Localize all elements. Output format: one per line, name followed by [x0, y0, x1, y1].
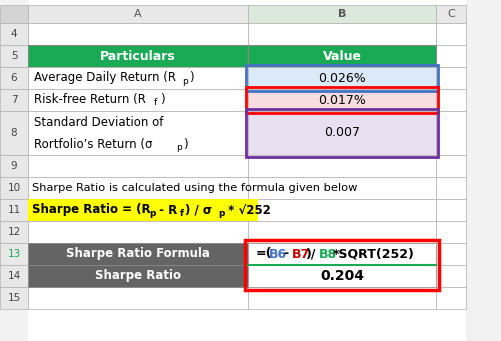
Text: B: B: [337, 9, 346, 19]
Text: Average Daily Return (R: Average Daily Return (R: [34, 72, 176, 85]
Text: Sharpe Ratio = (R: Sharpe Ratio = (R: [32, 204, 150, 217]
Text: 9: 9: [11, 161, 17, 171]
Text: 7: 7: [11, 95, 17, 105]
Text: ): ): [183, 137, 187, 150]
Text: 8: 8: [11, 128, 17, 138]
Text: 13: 13: [8, 249, 21, 259]
Text: Sharpe Ratio Formula: Sharpe Ratio Formula: [66, 248, 209, 261]
Text: 11: 11: [8, 205, 21, 215]
Text: 0.017%: 0.017%: [318, 93, 365, 106]
Text: p: p: [182, 76, 187, 86]
Text: B6: B6: [269, 248, 287, 261]
Text: p: p: [176, 143, 181, 151]
Text: 5: 5: [11, 51, 17, 61]
Text: B8: B8: [318, 248, 337, 261]
Text: Risk-free Return (R: Risk-free Return (R: [34, 93, 146, 106]
Text: 14: 14: [8, 271, 21, 281]
Text: 12: 12: [8, 227, 21, 237]
Text: Particulars: Particulars: [100, 49, 175, 62]
Text: 0.204: 0.204: [319, 269, 363, 283]
Text: Standard Deviation of: Standard Deviation of: [34, 116, 163, 129]
Text: p: p: [217, 208, 224, 218]
Text: f: f: [180, 208, 184, 218]
Text: ): ): [188, 72, 193, 85]
Text: ) / σ: ) / σ: [185, 204, 211, 217]
Text: - R: - R: [155, 204, 177, 217]
Text: -: -: [283, 248, 288, 261]
Text: 15: 15: [8, 293, 21, 303]
Polygon shape: [16, 5, 28, 14]
Text: 0.007: 0.007: [323, 127, 359, 139]
Text: 6: 6: [11, 73, 17, 83]
Text: Value: Value: [322, 49, 361, 62]
Text: *SQRT(252): *SQRT(252): [332, 248, 414, 261]
Text: C: C: [446, 9, 454, 19]
Text: * √252: * √252: [223, 204, 271, 217]
Text: p: p: [149, 208, 155, 218]
Text: Rortfolio’s Return (σ: Rortfolio’s Return (σ: [34, 137, 152, 150]
Text: )/: )/: [306, 248, 316, 261]
Text: A: A: [134, 9, 141, 19]
Text: Sharpe Ratio: Sharpe Ratio: [95, 269, 181, 282]
Text: 4: 4: [11, 29, 17, 39]
Text: 0.026%: 0.026%: [318, 72, 365, 85]
Text: ): ): [160, 93, 164, 106]
Text: f: f: [154, 99, 157, 107]
Text: B7: B7: [292, 248, 310, 261]
Text: 10: 10: [8, 183, 21, 193]
Text: =(: =(: [256, 248, 272, 261]
Text: Sharpe Ratio is calculated using the formula given below: Sharpe Ratio is calculated using the for…: [32, 183, 357, 193]
